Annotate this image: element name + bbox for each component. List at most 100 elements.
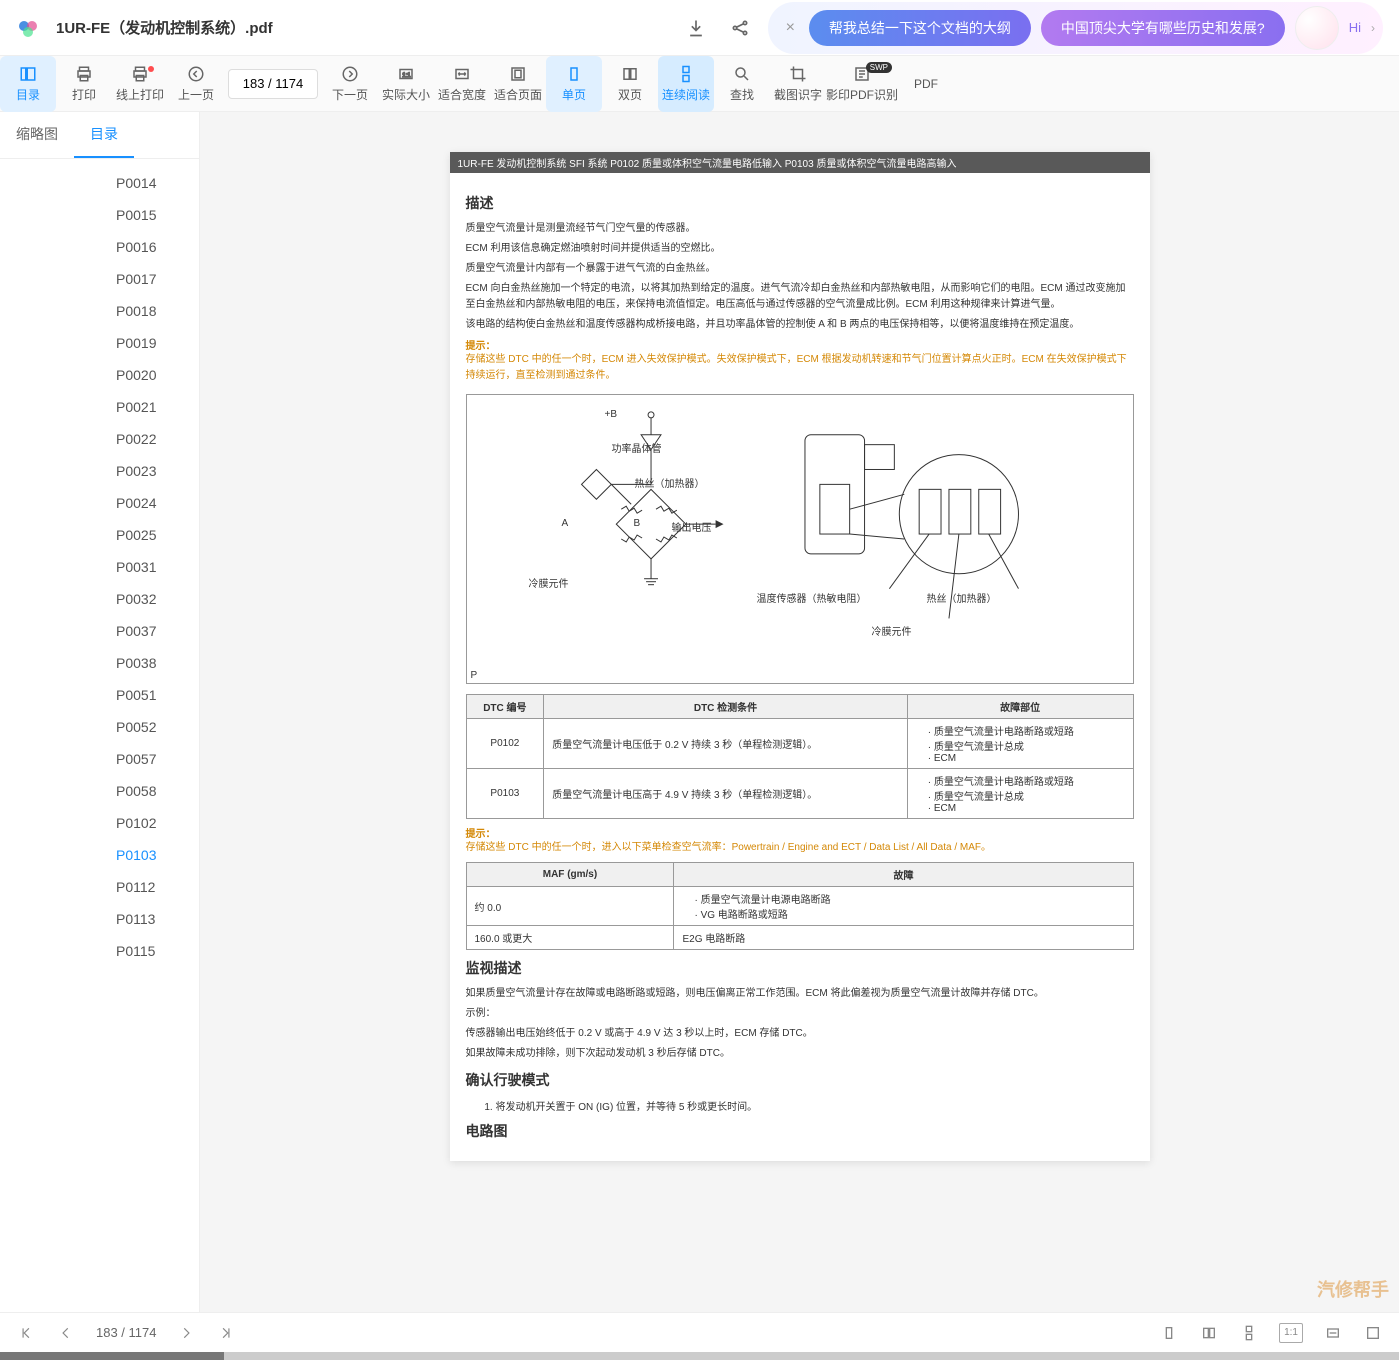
top-bar: 1UR-FE（发动机控制系统）.pdf × 帮我总结一下这个文档的大纲 中国顶尖… [0, 0, 1399, 56]
tool-crop-ocr[interactable]: 截图识字 [770, 56, 826, 112]
toc-item[interactable]: P0020 [0, 359, 199, 391]
toc-item[interactable]: P0032 [0, 583, 199, 615]
toc-item[interactable]: P0103 [0, 839, 199, 871]
diagram-label-heater2: 热丝（加热器） [927, 590, 997, 605]
tool-double-page[interactable]: 双页 [602, 56, 658, 112]
tool-label: 双页 [618, 86, 642, 103]
tool-single-page[interactable]: 单页 [546, 56, 602, 112]
toc-item[interactable]: P0022 [0, 423, 199, 455]
ai-avatar-icon[interactable] [1295, 6, 1339, 50]
toc-item[interactable]: P0037 [0, 615, 199, 647]
tool-fit-width[interactable]: 适合宽度 [434, 56, 490, 112]
th-fault: 故障 [674, 863, 1133, 887]
view-continuous-icon[interactable] [1239, 1323, 1259, 1343]
tool-label: 目录 [16, 86, 40, 103]
cell-fault: 质量空气流量计电源电路断路 VG 电路断路或短路 [674, 887, 1133, 926]
tab-toc[interactable]: 目录 [74, 112, 134, 158]
tool-pdf[interactable]: PDF [898, 56, 954, 112]
diagram-label-tempsensor: 温度传感器（热敏电阻） [757, 590, 867, 605]
section-monitor-title: 监视描述 [466, 958, 1134, 978]
desc-p2: ECM 利用该信息确定燃油喷射时间并提供适当的空燃比。 [466, 241, 1134, 257]
section-confirm-title: 确认行驶模式 [466, 1070, 1134, 1090]
toc-item[interactable]: P0113 [0, 903, 199, 935]
main-area: 缩略图 目录 P0014P0015P0016P0017P0018P0019P00… [0, 112, 1399, 1312]
circuit-diagram: +B 功率晶体管 热丝（加热器） A B 输出电压 冷膜元件 温度传感器（热敏电… [466, 394, 1134, 684]
diagram-label-transistor: 功率晶体管 [612, 440, 662, 455]
page-number-input[interactable] [228, 69, 318, 99]
tool-fit-page[interactable]: 适合页面 [490, 56, 546, 112]
ai-pill-summary[interactable]: 帮我总结一下这个文档的大纲 [809, 10, 1031, 46]
table-row: 约 0.0 质量空气流量计电源电路断路 VG 电路断路或短路 [466, 887, 1133, 926]
toc-item[interactable]: P0058 [0, 775, 199, 807]
tool-continuous[interactable]: 连续阅读 [658, 56, 714, 112]
tool-print-online[interactable]: 线上打印 [112, 56, 168, 112]
ai-pill-question[interactable]: 中国顶尖大学有哪些历史和发展? [1041, 10, 1285, 46]
fit-width-icon [452, 64, 472, 84]
prev-page-icon[interactable] [56, 1323, 76, 1343]
cell-maf: 160.0 或更大 [466, 926, 674, 950]
toc-item[interactable]: P0021 [0, 391, 199, 423]
tool-actual-size[interactable]: 1:1 实际大小 [378, 56, 434, 112]
print-icon [74, 64, 94, 84]
document-view[interactable]: 1UR-FE 发动机控制系统 SFI 系统 P0102 质量或体积空气流量电路低… [200, 112, 1399, 1312]
tab-thumbnails[interactable]: 缩略图 [0, 112, 74, 158]
toc-item[interactable]: P0025 [0, 519, 199, 551]
last-page-icon[interactable] [216, 1323, 236, 1343]
hint1-label: 提示： [466, 341, 496, 352]
download-icon[interactable] [684, 16, 708, 40]
view-single-icon[interactable] [1159, 1323, 1179, 1343]
view-double-icon[interactable] [1199, 1323, 1219, 1343]
close-icon[interactable]: × [782, 19, 799, 37]
chevron-right-icon[interactable]: › [1371, 21, 1375, 35]
panel-icon [18, 64, 38, 84]
toc-item[interactable]: P0014 [0, 167, 199, 199]
print-online-icon [130, 64, 150, 84]
toc-item[interactable]: P0102 [0, 807, 199, 839]
tool-label: 上一页 [178, 86, 214, 103]
fit-page-icon [508, 64, 528, 84]
toc-list[interactable]: P0014P0015P0016P0017P0018P0019P0020P0021… [0, 159, 199, 1312]
zoom-11-icon[interactable]: 1:1 [1279, 1323, 1303, 1343]
ai-suggestions: × 帮我总结一下这个文档的大纲 中国顶尖大学有哪些历史和发展? Hi › [768, 2, 1383, 54]
svg-text:1:1: 1:1 [402, 73, 411, 79]
toc-item[interactable]: P0019 [0, 327, 199, 359]
tool-next-page[interactable]: 下一页 [322, 56, 378, 112]
tool-prev-page[interactable]: 上一页 [168, 56, 224, 112]
fit-page-bottom-icon[interactable] [1363, 1323, 1383, 1343]
toc-item[interactable]: P0038 [0, 647, 199, 679]
fit-width-bottom-icon[interactable] [1323, 1323, 1343, 1343]
chevron-left-icon [186, 64, 206, 84]
tool-print[interactable]: 打印 [56, 56, 112, 112]
toc-item[interactable]: P0024 [0, 487, 199, 519]
tool-toc[interactable]: 目录 [0, 56, 56, 112]
toc-item[interactable]: P0052 [0, 711, 199, 743]
toc-item[interactable]: P0023 [0, 455, 199, 487]
page-header-bar: 1UR-FE 发动机控制系统 SFI 系统 P0102 质量或体积空气流量电路低… [450, 152, 1150, 173]
toc-item[interactable]: P0057 [0, 743, 199, 775]
toc-item[interactable]: P0115 [0, 935, 199, 967]
tool-label: 线上打印 [116, 86, 164, 103]
share-icon[interactable] [728, 16, 752, 40]
status-strip [0, 1352, 1399, 1360]
section-description-title: 描述 [466, 193, 1134, 213]
hint2-text: 存储这些 DTC 中的任一个时，进入以下菜单检查空气流率：Powertrain … [466, 840, 1134, 856]
single-page-icon [564, 64, 584, 84]
cell-code: P0102 [466, 719, 544, 769]
page-counter: 183 / 1174 [96, 1325, 156, 1340]
tool-search[interactable]: 查找 [714, 56, 770, 112]
toc-item[interactable]: P0112 [0, 871, 199, 903]
mon-p3: 传感器输出电压始终低于 0.2 V 或高于 4.9 V 达 3 秒以上时，ECM… [466, 1026, 1134, 1042]
toc-item[interactable]: P0015 [0, 199, 199, 231]
cell-fault: E2G 电路断路 [674, 926, 1133, 950]
diagram-label-coldfilm2: 冷膜元件 [872, 623, 912, 638]
maf-table: MAF (gm/s) 故障 约 0.0 质量空气流量计电源电路断路 VG 电路断… [466, 862, 1134, 950]
toc-item[interactable]: P0018 [0, 295, 199, 327]
toc-item[interactable]: P0031 [0, 551, 199, 583]
toc-item[interactable]: P0017 [0, 263, 199, 295]
hint1-text: 存储这些 DTC 中的任一个时，ECM 进入失效保护模式。失效保护模式下，ECM… [466, 352, 1134, 384]
next-page-icon[interactable] [176, 1323, 196, 1343]
toc-item[interactable]: P0051 [0, 679, 199, 711]
tool-pdf-ocr[interactable]: SWP 影印PDF识别 [826, 56, 898, 112]
toc-item[interactable]: P0016 [0, 231, 199, 263]
first-page-icon[interactable] [16, 1323, 36, 1343]
